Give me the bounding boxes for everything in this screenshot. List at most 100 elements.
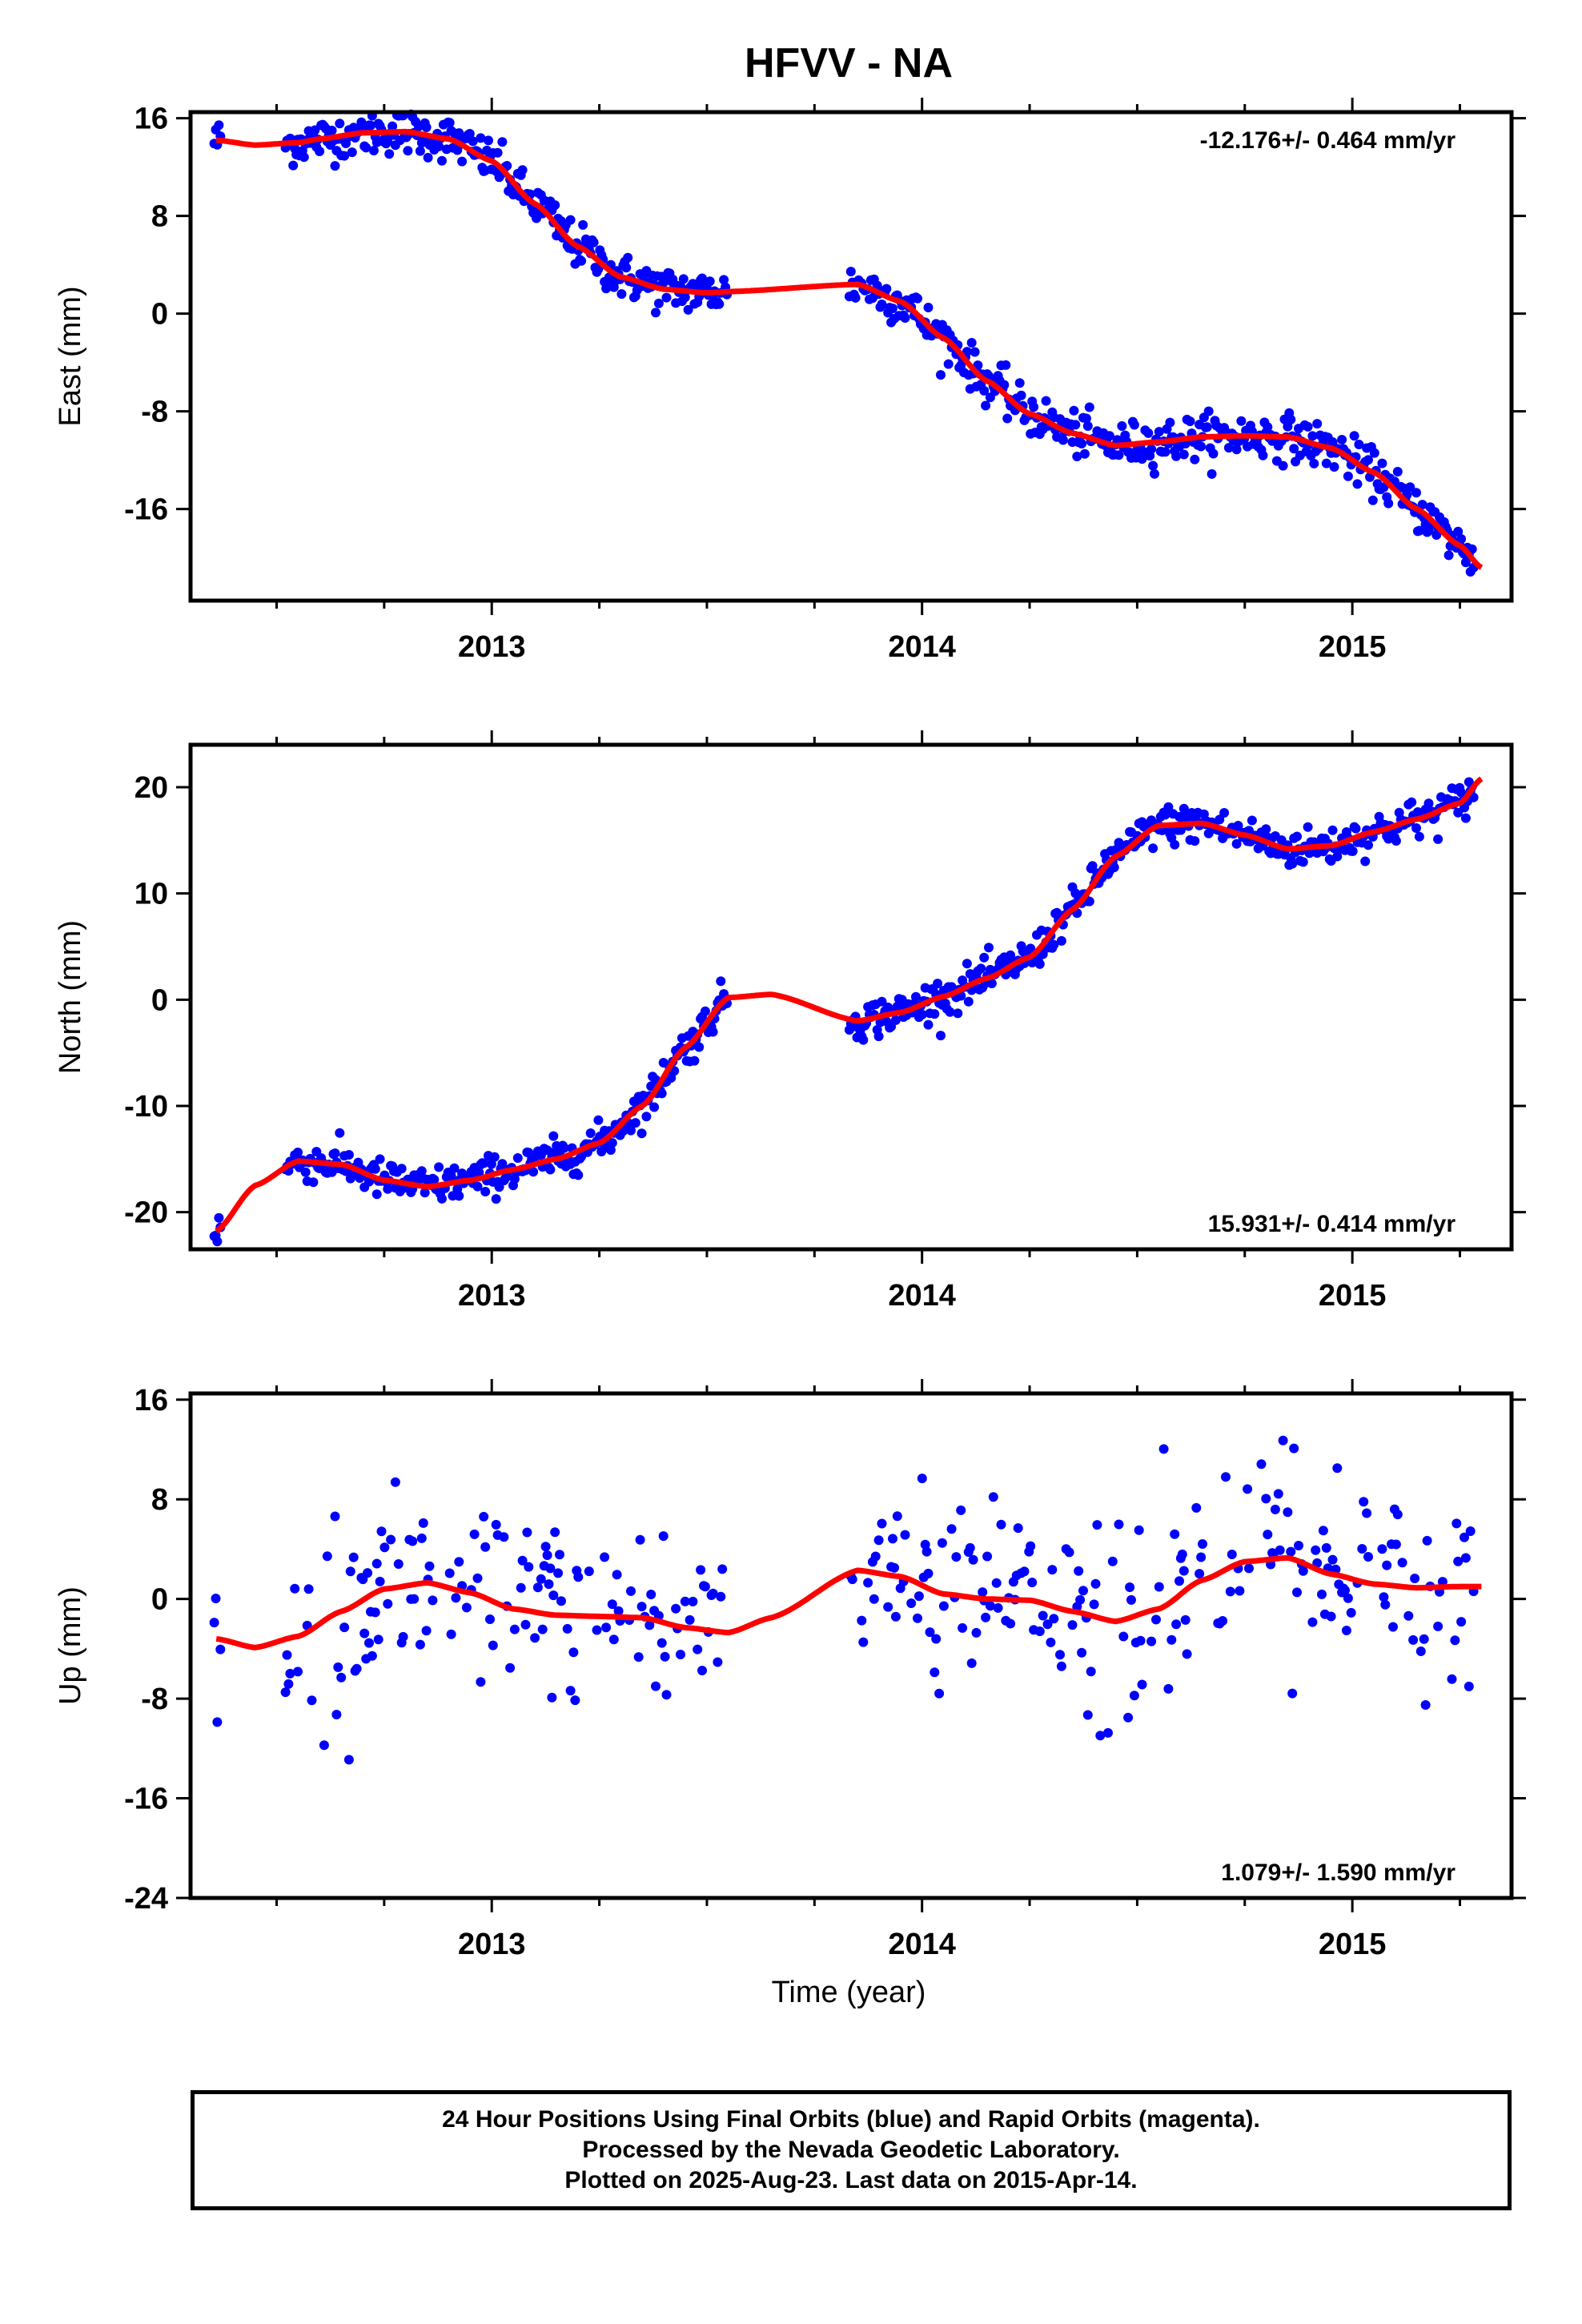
data-point: [396, 1164, 407, 1174]
data-point: [958, 1622, 968, 1633]
data-point: [1087, 861, 1098, 871]
data-point: [1363, 455, 1373, 465]
data-point: [474, 1168, 484, 1178]
panels: 2013 2014 2015 16 8 0 -8 -16 East (mm) -12.176+/-…: [54, 98, 1526, 1961]
data-point: [600, 1552, 610, 1562]
data-point: [646, 1590, 656, 1599]
data-point: [1014, 378, 1025, 388]
data-point: [1278, 1435, 1288, 1445]
data-point: [996, 1519, 1006, 1530]
data-point: [457, 156, 468, 167]
data-point: [986, 979, 997, 988]
model-fit-line: [215, 776, 1484, 1234]
data-point: [375, 1576, 385, 1586]
data-point: [1042, 1619, 1053, 1630]
data-point: [1171, 1619, 1182, 1630]
data-point: [877, 1518, 887, 1529]
data-point: [917, 1474, 927, 1484]
data-point: [280, 1687, 291, 1698]
data-point: [1235, 1586, 1245, 1596]
data-point: [565, 1686, 576, 1696]
data-point: [1049, 939, 1059, 950]
data-point: [933, 979, 943, 989]
data-point: [1114, 450, 1124, 460]
data-point: [1196, 441, 1207, 452]
data-point: [461, 1602, 472, 1613]
data-point: [1263, 1530, 1273, 1540]
data-point: [1082, 421, 1093, 431]
data-point: [991, 1578, 1002, 1588]
data-point: [1202, 422, 1212, 432]
data-point: [1298, 857, 1308, 867]
data-point: [1231, 444, 1242, 455]
data-point: [1055, 1650, 1065, 1660]
data-point: [716, 1591, 726, 1602]
y-tick-label: 0: [151, 1583, 168, 1617]
data-point: [1309, 458, 1319, 468]
data-point: [1148, 843, 1158, 854]
data-point: [1047, 1565, 1058, 1575]
data-point: [307, 1695, 317, 1706]
data-point: [965, 1542, 975, 1553]
data-point: [649, 1102, 660, 1112]
data-point: [1150, 468, 1159, 479]
data-point: [335, 119, 345, 129]
data-point: [1332, 1463, 1343, 1474]
data-point: [1453, 526, 1464, 537]
data-point: [945, 1007, 955, 1017]
data-point: [694, 1042, 705, 1052]
data-point: [544, 1579, 554, 1590]
data-point: [869, 1594, 879, 1604]
data-point: [1092, 1520, 1102, 1530]
data-point: [522, 1527, 532, 1538]
data-point: [1079, 448, 1090, 459]
data-point: [548, 1590, 559, 1601]
data-point: [1154, 427, 1164, 437]
data-point: [700, 1006, 710, 1016]
data-point: [713, 1657, 723, 1667]
data-point: [676, 1650, 685, 1659]
data-point: [1084, 896, 1094, 907]
y-tick-label: -16: [124, 1783, 168, 1816]
data-point: [1347, 846, 1358, 856]
data-point: [1263, 422, 1273, 432]
data-point: [550, 200, 560, 211]
data-point: [288, 160, 299, 171]
data-point: [1278, 460, 1288, 471]
velocity-annotation: 15.931+/- 0.414 mm/yr: [1208, 1211, 1456, 1237]
y-tick-label: -20: [124, 1196, 168, 1230]
data-point: [1460, 813, 1471, 823]
data-point: [429, 1175, 440, 1184]
data-point: [330, 1511, 340, 1522]
data-point: [209, 1618, 219, 1628]
data-point: [1215, 814, 1225, 825]
data-point: [1082, 1710, 1093, 1720]
data-point: [1129, 420, 1139, 430]
data-point: [1163, 1683, 1174, 1694]
data-point: [633, 1652, 644, 1663]
data-point: [1362, 1508, 1372, 1518]
data-point: [1104, 431, 1114, 441]
data-point: [415, 146, 425, 156]
data-point: [873, 1031, 884, 1042]
data-point: [911, 991, 921, 1002]
data-point: [509, 1624, 520, 1634]
data-point: [1258, 450, 1268, 460]
data-point: [1038, 1610, 1048, 1621]
data-point: [576, 255, 587, 266]
data-point: [1218, 1616, 1228, 1626]
data-point: [1298, 1566, 1308, 1576]
data-point: [1190, 454, 1200, 464]
data-point: [1354, 440, 1364, 449]
data-point: [1289, 1443, 1299, 1454]
data-point: [371, 1189, 382, 1200]
data-point: [1367, 495, 1378, 505]
data-point: [1403, 1610, 1414, 1621]
data-point: [1453, 1556, 1464, 1566]
data-point: [476, 1677, 486, 1687]
data-point: [568, 1647, 579, 1658]
data-point: [653, 298, 664, 308]
data-point: [979, 952, 990, 963]
data-point: [913, 1591, 924, 1602]
data-point: [1077, 439, 1087, 448]
